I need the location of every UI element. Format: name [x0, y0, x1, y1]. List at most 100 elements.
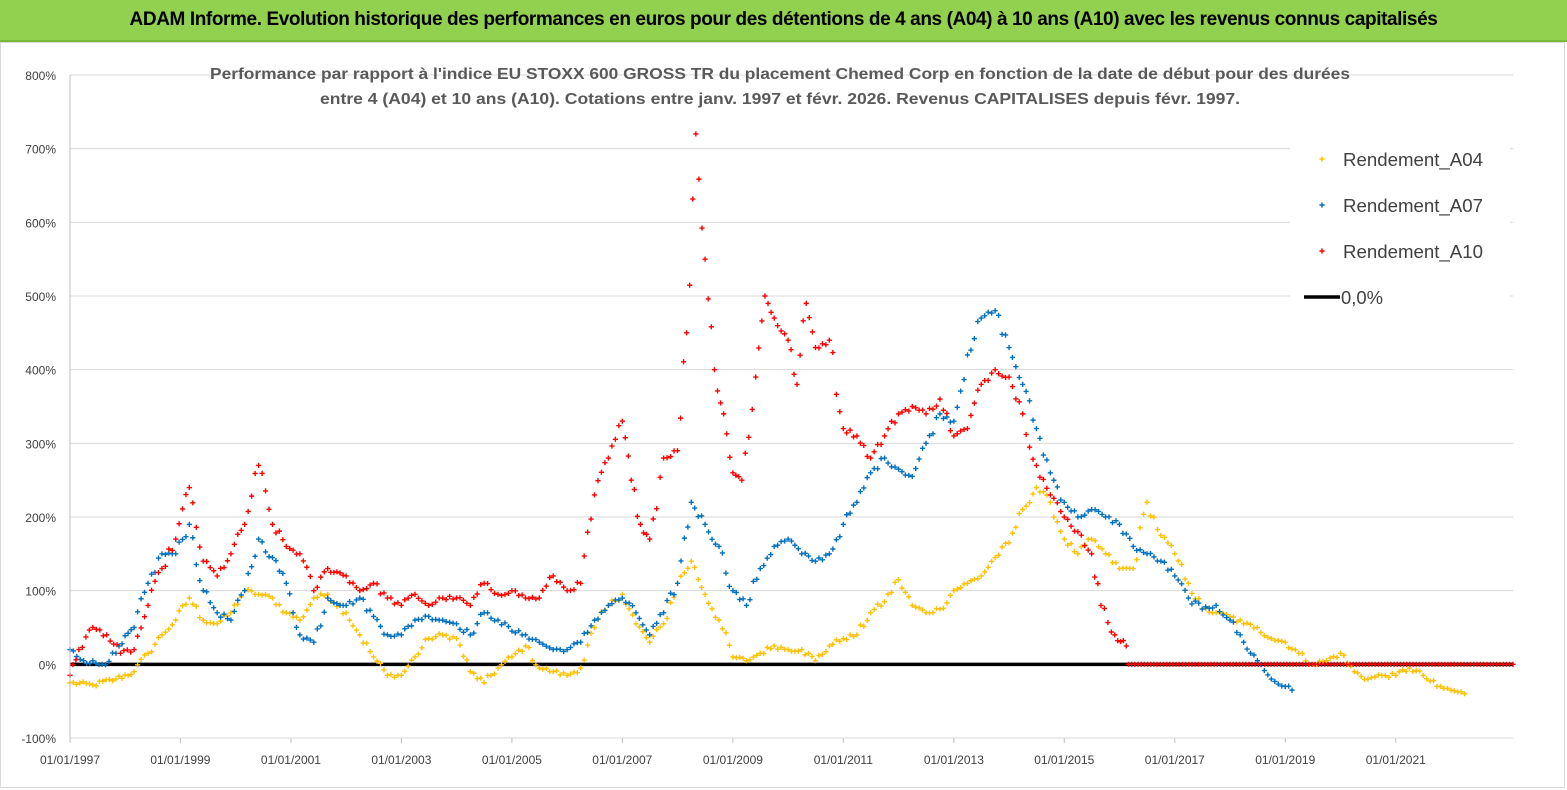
data-point — [1230, 619, 1237, 625]
data-point — [1161, 534, 1167, 541]
data-point — [353, 597, 359, 603]
data-point — [162, 629, 168, 635]
data-point — [283, 580, 289, 586]
data-point — [1151, 554, 1157, 560]
data-point — [871, 606, 877, 613]
data-point — [1109, 520, 1116, 526]
data-point — [231, 608, 237, 614]
data-point — [664, 455, 670, 461]
data-point — [550, 573, 556, 579]
data-point — [495, 617, 501, 623]
data-point — [471, 630, 477, 636]
series-Rendement_A07 — [67, 308, 1295, 693]
data-point — [422, 600, 428, 606]
data-point — [125, 630, 131, 636]
data-point — [412, 591, 418, 597]
data-point — [992, 367, 998, 373]
data-point — [740, 655, 746, 661]
data-point — [585, 529, 591, 535]
data-point — [207, 599, 213, 606]
data-point — [290, 547, 296, 553]
data-point — [249, 588, 255, 594]
data-point — [736, 474, 742, 480]
data-point — [1286, 683, 1292, 689]
data-point — [1275, 681, 1281, 687]
data-point — [200, 617, 206, 623]
data-point — [297, 551, 303, 557]
data-point — [782, 538, 788, 544]
data-point — [1037, 435, 1043, 441]
data-point — [840, 426, 846, 432]
data-point — [353, 627, 359, 633]
data-point — [283, 543, 289, 550]
data-point — [730, 588, 736, 594]
data-point — [1254, 624, 1260, 631]
data-point — [1393, 672, 1399, 678]
data-point — [1130, 543, 1136, 550]
data-point — [968, 347, 974, 353]
data-point — [643, 627, 649, 633]
data-point — [104, 632, 110, 638]
data-point — [1182, 576, 1188, 582]
data-point — [626, 606, 632, 612]
data-point — [978, 381, 984, 387]
data-point — [797, 352, 803, 358]
data-point — [696, 176, 702, 182]
data-point — [598, 469, 605, 475]
data-point — [1165, 540, 1171, 546]
y-tick-label: 100% — [25, 585, 56, 599]
data-point — [996, 312, 1002, 318]
data-point — [878, 441, 884, 448]
data-point — [1078, 532, 1084, 538]
data-point — [996, 552, 1002, 558]
data-point — [985, 377, 991, 384]
data-point — [1323, 658, 1330, 664]
data-point — [678, 558, 684, 564]
data-point — [1033, 426, 1040, 432]
data-point — [640, 629, 646, 635]
data-point — [1417, 668, 1423, 674]
data-point — [916, 605, 922, 611]
data-point — [1196, 596, 1202, 602]
data-point — [919, 445, 926, 451]
data-point — [1137, 547, 1143, 553]
y-tick-label: 0% — [39, 658, 57, 672]
data-point — [1451, 688, 1457, 694]
data-point — [702, 256, 708, 262]
data-point — [86, 627, 92, 633]
data-point — [402, 626, 408, 632]
data-point — [116, 673, 122, 679]
data-point — [830, 546, 836, 552]
data-point — [1237, 617, 1243, 623]
data-point — [830, 641, 836, 647]
data-point — [716, 617, 722, 623]
data-point — [488, 615, 494, 621]
data-point — [564, 647, 570, 653]
data-point — [1154, 526, 1161, 533]
data-point — [1023, 431, 1029, 438]
data-point — [833, 537, 839, 543]
data-point — [1123, 531, 1129, 537]
data-point — [812, 558, 819, 564]
data-point — [252, 470, 258, 477]
data-point — [1096, 508, 1102, 515]
data-point — [864, 453, 870, 460]
data-point — [1368, 675, 1375, 681]
data-point — [1105, 619, 1111, 626]
data-point — [954, 431, 960, 437]
data-point — [280, 570, 286, 576]
data-point — [340, 572, 346, 578]
data-point — [749, 406, 755, 413]
data-point — [169, 547, 175, 554]
data-point — [578, 580, 584, 586]
data-point — [360, 596, 366, 602]
data-point — [1319, 248, 1325, 254]
data-point — [1213, 602, 1219, 608]
data-point — [895, 577, 902, 583]
data-point — [381, 667, 387, 673]
data-point — [902, 407, 908, 413]
data-point — [702, 591, 708, 597]
data-point — [711, 367, 718, 373]
data-point — [474, 591, 480, 597]
data-point — [816, 652, 822, 659]
